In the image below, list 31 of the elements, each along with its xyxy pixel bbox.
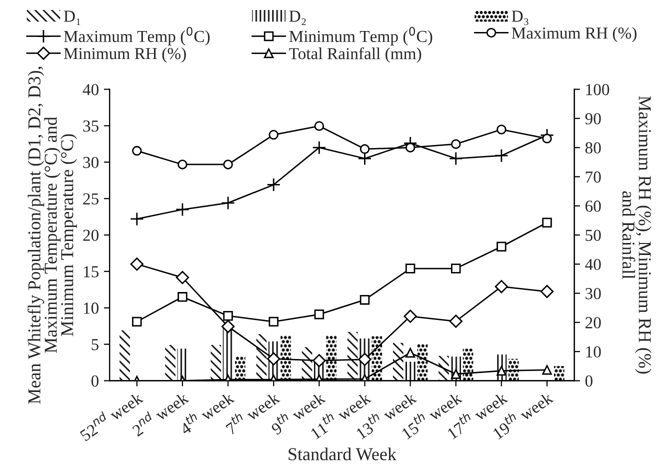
y2-tick-label: 70 <box>586 171 601 183</box>
legend-label: Minimum Temp ($^{0}$C) <box>289 26 432 46</box>
y-axis-title: Mean Whitefly Population/plant (D1, D2, D3), Maximum Temperature (°C) and Minimum Temperature (°C) <box>28 66 77 404</box>
legend-label: D₁ <box>64 10 80 26</box>
y-tick-label: 25 <box>83 193 98 205</box>
legend-label: Maximum RH (%) <box>512 26 636 42</box>
y2-axis-title: Maximum RH (%), Minimum RH (%) and Rainfall <box>622 96 652 374</box>
y-tick-label: 15 <box>84 266 98 278</box>
legend-label: D₃ <box>512 10 528 26</box>
y2-tick-label: 30 <box>586 288 601 300</box>
y-tick-label: 20 <box>83 230 99 241</box>
y2-tick-label: 50 <box>586 230 601 241</box>
y-tick-label: 5 <box>92 339 98 350</box>
y-tick-label: 30 <box>83 156 99 168</box>
x-axis-title: Standard Week <box>288 448 396 460</box>
y-tick-label: 0 <box>91 375 99 387</box>
y-tick-label: 10 <box>84 302 99 314</box>
y2-tick-label: 0 <box>585 375 592 387</box>
legend-label: Total Rainfall (mm) <box>289 47 422 63</box>
y-tick-label: 40 <box>82 84 99 96</box>
y2-tick-label: 10 <box>586 346 601 358</box>
legend-label: D₂ <box>289 10 306 26</box>
y2-tick-label: 90 <box>585 113 601 124</box>
y2-tick-label: 60 <box>585 200 601 212</box>
legend-label: Minimum RH (%) <box>64 47 186 63</box>
legend-label: Maximum Temp ($^{0}$C) <box>64 26 210 46</box>
y2-tick-label: 40 <box>585 258 601 270</box>
y2-tick-label: 80 <box>585 142 601 154</box>
y-tick-label: 35 <box>83 120 98 132</box>
y2-tick-label: 20 <box>586 317 601 328</box>
y2-tick-label: 100 <box>586 84 610 96</box>
